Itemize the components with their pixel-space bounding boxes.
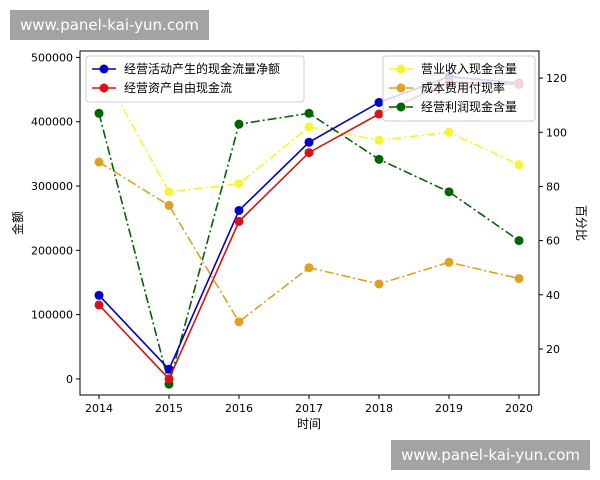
data-point xyxy=(234,119,244,129)
data-point xyxy=(374,154,384,164)
data-point xyxy=(234,179,244,189)
legend-label: 营业收入现金含量 xyxy=(421,61,517,76)
data-point xyxy=(164,200,174,210)
data-point xyxy=(304,263,314,273)
legend-box xyxy=(85,55,305,103)
data-point xyxy=(374,97,384,107)
watermark-bottom: www.panel-kai-yun.com xyxy=(391,440,590,470)
y-tick-label-left: 100000 xyxy=(31,309,73,322)
data-point xyxy=(444,187,454,197)
y-tick-label-left: 400000 xyxy=(31,116,73,129)
data-point xyxy=(444,257,454,267)
legend-marker xyxy=(396,102,406,112)
data-point xyxy=(514,160,524,170)
legend-label: 经营利润现金含量 xyxy=(421,99,517,114)
data-point xyxy=(94,157,104,167)
legend-box xyxy=(382,55,536,122)
data-point xyxy=(164,374,174,384)
y-tick-label-left: 0 xyxy=(66,373,73,386)
y-tick-label-right: 100 xyxy=(546,126,567,139)
y-tick-label-right: 20 xyxy=(546,343,560,356)
data-point xyxy=(234,216,244,226)
series-line xyxy=(98,161,520,324)
legend-label: 经营活动产生的现金流量净额 xyxy=(124,61,280,76)
data-point xyxy=(514,274,524,284)
axes: 2014 2015 2016 2017 2018 2019 2020 0 100000 20000… xyxy=(31,51,567,415)
x-tick-label: 2016 xyxy=(225,402,253,415)
y-axis-label-right: 百分比 xyxy=(574,205,588,241)
x-tick-label: 2015 xyxy=(155,402,183,415)
data-point xyxy=(374,109,384,119)
legend-marker xyxy=(99,83,109,93)
data-point xyxy=(94,290,104,300)
legend-marker xyxy=(99,64,109,74)
data-point xyxy=(304,108,314,118)
y-tick-label-right: 60 xyxy=(546,235,560,248)
data-point xyxy=(164,364,174,374)
x-tick-label: 2019 xyxy=(435,402,463,415)
x-tick-label: 2020 xyxy=(505,402,533,415)
data-point xyxy=(234,205,244,215)
legend-label: 成本费用付现率 xyxy=(421,80,505,95)
y-tick-label-left: 500000 xyxy=(31,51,73,64)
data-point xyxy=(514,236,524,246)
x-axis-label: 时间 xyxy=(297,417,321,431)
y-tick-label-right: 40 xyxy=(546,289,560,302)
data-point xyxy=(444,127,454,137)
data-point xyxy=(374,135,384,145)
watermark-top: www.panel-kai-yun.com xyxy=(10,10,209,40)
data-point xyxy=(94,300,104,310)
y-tick-label-left: 200000 xyxy=(31,244,73,257)
data-point xyxy=(234,317,244,327)
legend-marker xyxy=(396,83,406,93)
y-tick-label-right: 80 xyxy=(546,180,560,193)
legend-marker xyxy=(396,64,406,74)
y-tick-label-right: 120 xyxy=(546,72,567,85)
x-tick-label: 2018 xyxy=(365,402,393,415)
y-axis-label-left: 金额 xyxy=(10,211,25,235)
y-tick-label-left: 300000 xyxy=(31,180,73,193)
x-tick-label: 2014 xyxy=(85,402,113,415)
x-tick-label: 2017 xyxy=(295,402,323,415)
data-point xyxy=(164,187,174,197)
data-point xyxy=(304,122,314,132)
data-point xyxy=(374,279,384,289)
data-point xyxy=(304,137,314,147)
legend-label: 经营资产自由现金流 xyxy=(124,80,232,95)
data-point xyxy=(304,148,314,158)
data-point xyxy=(94,108,104,118)
